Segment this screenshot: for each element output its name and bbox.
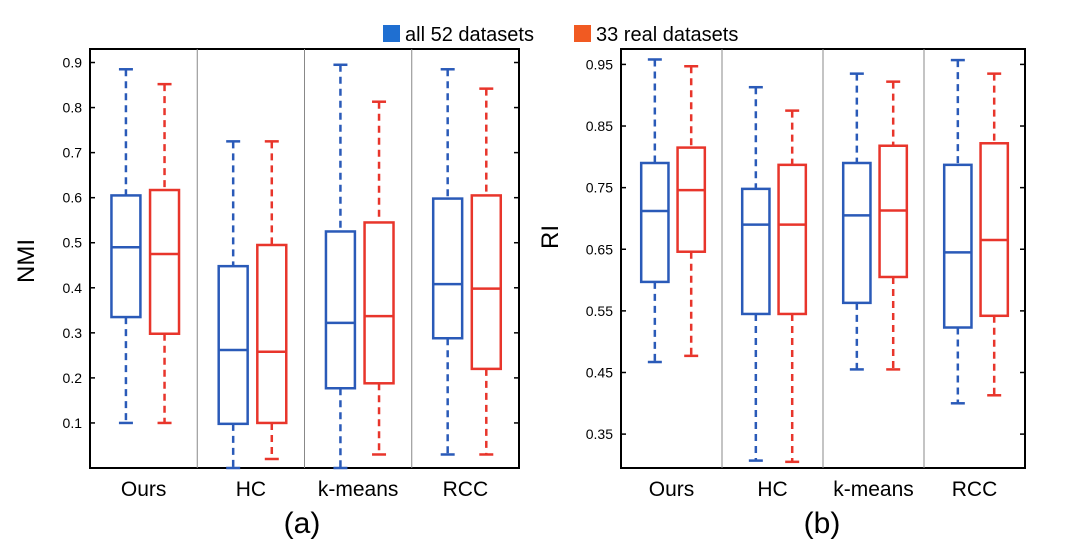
ri-box-ours-real [676,65,707,358]
nmi-y-tick-label: 0.1 [63,415,83,431]
nmi-category-label: RCC [443,478,489,501]
legend: all 52 datasets 33 real datasets [383,24,738,46]
nmi-box-k-means-all [324,63,357,470]
nmi-box-k-means-real [363,100,395,456]
interquartile-box [639,161,670,284]
ri-box-rcc-real [979,72,1010,397]
nmi-box-hc-all [217,140,249,470]
ri-y-tick-label: 0.85 [586,118,613,134]
ri-y-tick-label: 0.55 [586,303,613,319]
ri-box-hc-all [740,85,771,462]
nmi-box-rcc-all [431,68,464,456]
interquartile-box [676,146,707,253]
panel-label-a: (a) [284,507,321,540]
interquartile-box [841,161,872,305]
interquartile-box [942,163,973,329]
interquartile-box [470,194,503,371]
nmi-box-hc-real [256,140,288,461]
ri-y-tick-label: 0.35 [586,426,613,442]
ri-category-label: k-means [833,478,914,501]
interquartile-box [217,264,249,426]
nmi-y-tick-label: 0.8 [63,100,83,116]
nmi-category-label: k-means [318,478,399,501]
nmi-category-label: Ours [121,478,167,501]
ri-y-tick-label: 0.45 [586,364,613,380]
nmi-y-tick-label: 0.6 [63,190,83,206]
ri-y-axis-label: RI [537,225,564,249]
ri-category-label: HC [757,478,787,501]
nmi-box-ours-real [148,82,181,425]
legend-swatch-real-datasets [574,25,591,42]
interquartile-box [110,194,142,319]
interquartile-box [148,188,181,335]
interquartile-box [777,163,808,316]
interquartile-box [431,197,464,340]
ri-category-label: Ours [649,478,695,501]
interquartile-box [740,187,771,316]
ri-box-k-means-real [878,80,909,371]
ri-y-tick-label: 0.75 [586,180,613,196]
ri-box-rcc-all [942,58,973,405]
nmi-boxplot-panel: 0.1 0.2 0.3 0.4 0.5 0.6 0.7 0.8 0.9 Ours HC k-means… [63,48,520,501]
interquartile-box [979,142,1010,318]
panel-label-b: (b) [804,507,841,540]
ri-box-hc-real [777,109,808,464]
ri-y-tick-label: 0.95 [586,56,613,72]
nmi-y-axis-label: NMI [13,239,40,283]
ri-boxplot-panel: 0.35 0.45 0.55 0.65 0.75 0.85 0.95 Ours HC k-mean… [586,48,1026,501]
nmi-box-ours-all [110,68,142,425]
nmi-y-tick-label: 0.4 [63,280,83,296]
nmi-y-tick-label: 0.5 [63,235,83,251]
ri-box-k-means-all [841,72,872,371]
legend-label-real-datasets: 33 real datasets [596,24,738,46]
nmi-y-tick-label: 0.7 [63,145,83,161]
interquartile-box [363,221,395,385]
interquartile-box [256,243,288,425]
nmi-y-tick-label: 0.3 [63,325,83,341]
ri-y-tick-label: 0.65 [586,241,613,257]
interquartile-box [324,230,357,390]
ri-box-ours-all [639,58,670,364]
legend-label-all-datasets: all 52 datasets [405,24,534,46]
nmi-box-rcc-real [470,87,503,456]
ri-category-label: RCC [952,478,998,501]
nmi-category-label: HC [236,478,266,501]
nmi-y-tick-label: 0.2 [63,370,83,386]
nmi-y-tick-label: 0.9 [63,55,83,71]
legend-swatch-all-datasets [383,25,400,42]
